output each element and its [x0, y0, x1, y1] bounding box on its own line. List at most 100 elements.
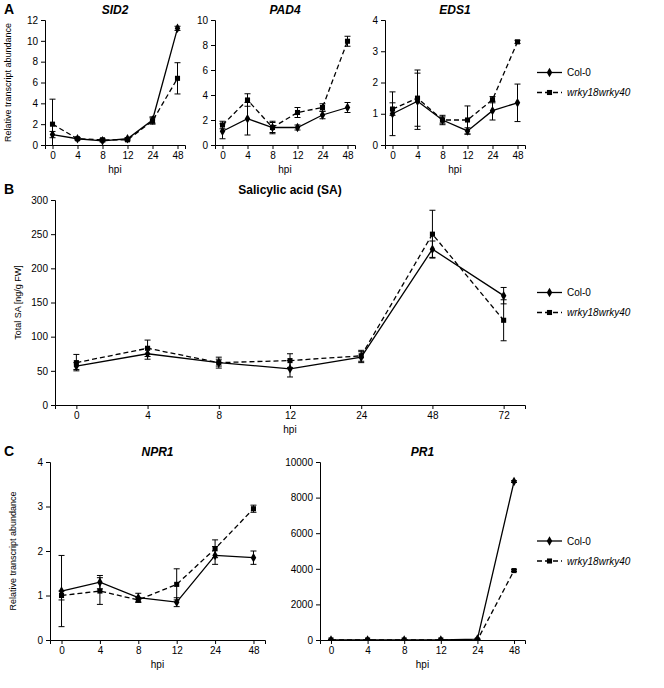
x-tick-mark — [219, 405, 220, 409]
x-tick-label: 24 — [487, 150, 499, 161]
point — [440, 115, 445, 124]
chart: 04812244801234NPR1ChpiRelative transcrip… — [4, 443, 266, 670]
y-tick-label: 6000 — [291, 528, 314, 539]
error-bar — [501, 300, 507, 341]
x-tick-label: 12 — [292, 150, 304, 161]
y-tick-mark — [381, 20, 385, 21]
series-line — [223, 108, 348, 132]
y-tick-mark — [51, 371, 55, 372]
x-tick-label: 12 — [122, 150, 134, 161]
x-tick-mark — [248, 145, 249, 149]
point — [136, 593, 141, 602]
legend-item: wrky18wrky40 — [537, 87, 631, 98]
y-axis: 01234 — [372, 15, 385, 151]
y-tick-mark — [41, 41, 45, 42]
y-tick: 4 — [32, 98, 45, 109]
x-tick-mark — [348, 145, 349, 149]
x-tick-label: 8 — [217, 410, 223, 421]
error-bar — [135, 598, 141, 602]
x-tick-label: 0 — [50, 150, 56, 161]
x-tick: 4 — [98, 640, 104, 656]
x-tick: 24 — [317, 145, 329, 161]
point — [465, 117, 470, 122]
y-tick-label: 0 — [307, 635, 313, 646]
y-tick: 6000 — [291, 528, 320, 539]
error-bar — [345, 36, 351, 46]
x-tick-label: 24 — [472, 645, 484, 656]
y-tick-mark — [46, 596, 50, 597]
legend-label: wrky18wrky40 — [567, 87, 631, 98]
x-tick-label: 4 — [98, 645, 104, 656]
y-tick-label: 4000 — [291, 564, 314, 575]
y-tick-label: 0 — [372, 140, 378, 151]
x-tick: 12 — [285, 405, 297, 421]
y-tick-label: 300 — [31, 195, 48, 206]
point — [320, 105, 325, 110]
y-tick: 300 — [31, 195, 55, 206]
series-line — [53, 28, 178, 140]
x-tick-label: 0 — [220, 150, 226, 161]
series-line — [53, 78, 178, 139]
axis-line — [381, 21, 386, 146]
y-tick-mark — [211, 95, 215, 96]
x-tick-label: 12 — [436, 645, 448, 656]
y-tick-label: 0 — [42, 400, 48, 411]
x-tick: 4 — [365, 640, 371, 656]
y-tick-mark — [41, 145, 45, 146]
x-tick-label: 48 — [427, 410, 439, 421]
chart-title: EDS1 — [439, 3, 471, 17]
series-line — [393, 42, 518, 120]
y-tick-label: 10 — [27, 36, 39, 47]
y-tick-mark — [211, 120, 215, 121]
x-tick: 8 — [136, 640, 142, 656]
y-tick: 4000 — [291, 564, 320, 575]
x-tick-mark — [223, 145, 224, 149]
y-tick: 8 — [32, 56, 45, 67]
point — [475, 634, 480, 640]
error-bar — [73, 354, 79, 370]
y-axis-title: Relative transcript abundance — [3, 23, 13, 142]
x-tick: 12 — [436, 640, 448, 656]
y-tick-mark — [46, 462, 50, 463]
x-tick: 4 — [75, 145, 81, 161]
x-axis-title: hpi — [448, 164, 461, 175]
point — [365, 637, 370, 640]
y-tick-label: 4 — [37, 457, 43, 468]
x-tick-label: 8 — [402, 645, 408, 656]
point — [430, 232, 435, 237]
y-tick: 2 — [37, 546, 50, 557]
x-tick-mark — [361, 405, 362, 409]
point — [402, 637, 407, 640]
legend-item: Col-0 — [537, 536, 591, 547]
error-bar — [245, 103, 251, 136]
error-bar — [320, 104, 326, 112]
error-bar — [145, 340, 151, 356]
x-axis: 048122448 — [321, 640, 526, 656]
y-tick: 1 — [372, 108, 385, 119]
error-bar — [490, 101, 496, 120]
x-tick: 8 — [217, 405, 223, 421]
y-axis: 050100150200250300 — [31, 195, 55, 411]
x-tick-mark — [504, 405, 505, 409]
error-bar — [345, 103, 351, 113]
x-tick-label: 24 — [317, 150, 329, 161]
y-tick: 2 — [372, 77, 385, 88]
x-tick-mark — [468, 145, 469, 149]
error-bar — [390, 92, 396, 136]
x-tick: 0 — [390, 145, 396, 161]
error-bar — [216, 359, 222, 366]
x-tick: 24 — [210, 640, 222, 656]
y-tick-label: 2000 — [291, 599, 314, 610]
point — [216, 358, 221, 367]
legend-item: Col-0 — [537, 287, 591, 298]
x-axis: 04812244872 — [56, 405, 526, 421]
plot-area — [390, 39, 521, 135]
x-tick-mark — [138, 640, 139, 644]
legend-item: wrky18wrky40 — [537, 556, 631, 567]
error-bar — [390, 103, 396, 116]
point — [511, 477, 516, 486]
error-bar — [515, 84, 521, 122]
error-bar — [287, 354, 293, 368]
legend-label: Col-0 — [567, 67, 591, 78]
plot-area — [328, 477, 517, 640]
